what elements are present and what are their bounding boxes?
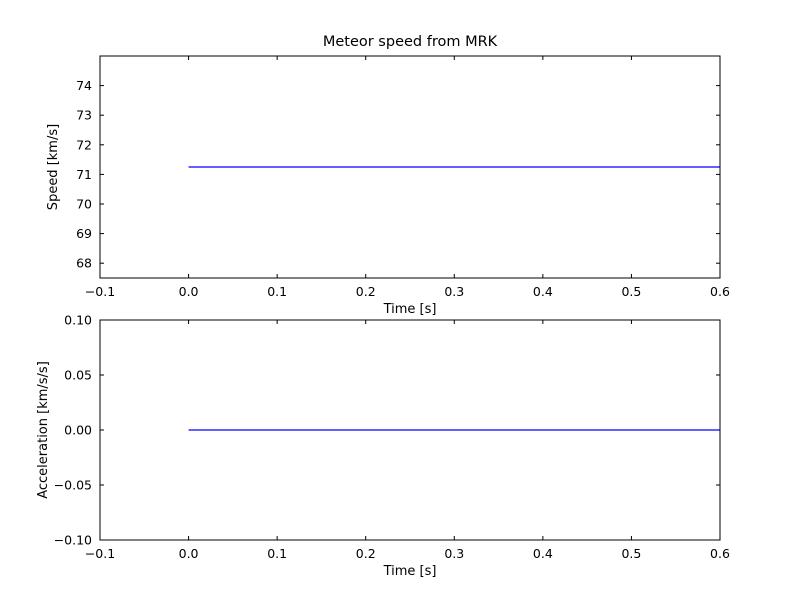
y-tick-label: 0.05: [64, 368, 92, 383]
x-tick-label: 0.4: [533, 546, 553, 561]
x-axis-label: Time [s]: [383, 564, 437, 579]
axes-frame: [99, 319, 721, 541]
x-tick-label: 0.2: [356, 546, 376, 561]
y-tick-label: 74: [76, 78, 92, 93]
y-tick-label: 72: [76, 137, 92, 152]
axes-frame: [99, 55, 721, 279]
x-axis-label: Time [s]: [383, 302, 437, 317]
x-tick-label: 0.2: [356, 284, 376, 299]
y-tick-label: 68: [76, 256, 92, 271]
x-tick-label: −0.1: [85, 284, 115, 299]
x-tick-label: 0.5: [621, 546, 641, 561]
x-tick-label: 0.5: [621, 284, 641, 299]
x-tick-label: 0.1: [267, 284, 287, 299]
x-tick-label: 0.4: [533, 284, 553, 299]
y-axis-label: Speed [km/s]: [46, 124, 61, 210]
x-tick-label: 0.6: [710, 284, 730, 299]
x-tick-label: 0.0: [179, 284, 199, 299]
y-tick-label: 69: [76, 226, 92, 241]
x-tick-label: 0.0: [179, 546, 199, 561]
y-tick-label: −0.10: [54, 533, 92, 548]
y-tick-label: 71: [76, 167, 92, 182]
x-tick-label: 0.3: [444, 546, 464, 561]
x-tick-label: −0.1: [85, 546, 115, 561]
acceleration-plot: −0.1 0.0 0.1 0.2 0.3 0.4 0.5 0.6 −0.10 −0.05 0.00 0…: [36, 313, 730, 580]
y-axis-label: Acceleration [km/s/s]: [36, 361, 51, 499]
y-tick-label: 0.00: [64, 423, 92, 438]
speed-plot: −0.1 0.0 0.1 0.2 0.3 0.4 0.5 0.6 68 69 70 71 72 73 74 M…: [46, 34, 730, 317]
x-tick-label: 0.3: [444, 284, 464, 299]
x-tick-label: 0.6: [710, 546, 730, 561]
y-tick-label: 73: [76, 108, 92, 123]
y-tick-label: −0.05: [54, 478, 92, 493]
y-tick-label: 0.10: [64, 313, 92, 328]
chart-title: Meteor speed from MRK: [323, 34, 498, 50]
x-tick-label: 0.1: [267, 546, 287, 561]
y-tick-label: 70: [76, 197, 92, 212]
